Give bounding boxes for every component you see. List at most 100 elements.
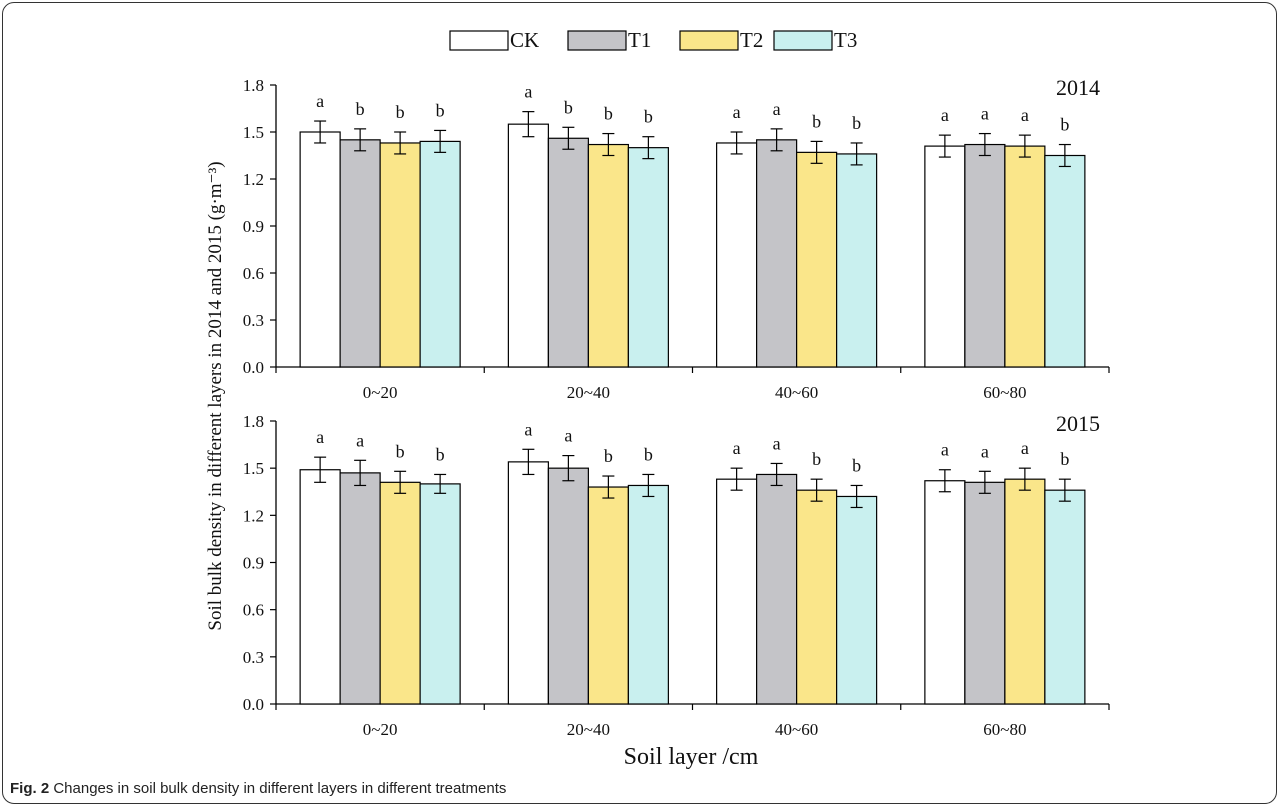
- bar-T2: [587, 143, 629, 368]
- legend-label-T3: T3: [834, 28, 857, 52]
- x-tick-label: 60~80: [983, 720, 1026, 739]
- bar-T1: [547, 467, 589, 705]
- y-tick-label: 0.9: [243, 554, 264, 573]
- bar-T1: [756, 473, 798, 705]
- significance-letter: a: [316, 91, 324, 111]
- significance-letter: b: [436, 444, 445, 464]
- bar-T3: [836, 495, 878, 705]
- significance-letter: b: [564, 97, 573, 117]
- y-tick-label: 1.2: [243, 170, 264, 189]
- x-axis-title: Soil layer /cm: [624, 744, 759, 770]
- significance-letter: b: [436, 100, 445, 120]
- y-axis-title: Soil bulk density in different layers in…: [205, 161, 226, 630]
- bar-T2: [379, 481, 421, 705]
- y-tick-label: 1.2: [243, 506, 264, 525]
- bar-T1: [339, 472, 381, 705]
- bar-CK: [299, 131, 341, 368]
- significance-letter: a: [524, 82, 532, 102]
- significance-letter: b: [812, 111, 821, 131]
- bar-T2: [1004, 145, 1046, 368]
- y-tick-label: 0.3: [243, 648, 264, 667]
- legend-label-CK: CK: [510, 28, 539, 52]
- bar-T1: [339, 139, 381, 368]
- significance-letter: a: [981, 441, 989, 461]
- figure-caption: Fig. 2 Changes in soil bulk density in d…: [10, 780, 506, 797]
- x-tick-label: 0~20: [363, 720, 398, 739]
- significance-letter: a: [316, 427, 324, 447]
- x-tick-label: 60~80: [983, 383, 1026, 402]
- significance-letter: b: [1060, 115, 1069, 135]
- significance-letter: a: [733, 102, 741, 122]
- legend-swatch-T1: [567, 30, 627, 51]
- y-tick-label: 0.9: [243, 217, 264, 236]
- significance-letter: b: [396, 102, 405, 122]
- bar-T2: [796, 489, 838, 705]
- bar-CK: [924, 480, 966, 705]
- legend-swatch-T2: [679, 30, 739, 51]
- significance-letter: b: [356, 99, 365, 119]
- significance-letter: b: [852, 455, 861, 475]
- significance-letter: a: [1021, 438, 1029, 458]
- bar-CK: [716, 478, 758, 705]
- bar-T3: [627, 484, 669, 705]
- bar-T3: [1044, 154, 1086, 368]
- legend-label-T1: T1: [628, 28, 651, 52]
- significance-letter: b: [644, 107, 653, 127]
- y-tick-label: 0.0: [243, 695, 264, 714]
- significance-letter: b: [1060, 449, 1069, 469]
- bar-CK: [507, 461, 549, 705]
- bar-T1: [547, 137, 589, 368]
- bar-T3: [627, 147, 669, 368]
- significance-letter: a: [773, 433, 781, 453]
- significance-letter: b: [604, 446, 613, 466]
- bar-T2: [379, 142, 421, 368]
- bar-T2: [1004, 478, 1046, 705]
- bar-CK: [507, 123, 549, 368]
- y-tick-label: 1.8: [243, 412, 264, 431]
- significance-letter: b: [604, 104, 613, 124]
- y-tick-label: 1.5: [243, 459, 264, 478]
- bar-CK: [299, 469, 341, 705]
- significance-letter: b: [852, 113, 861, 133]
- panel-label-2015: 2015: [1056, 411, 1100, 436]
- x-tick-label: 20~40: [567, 720, 610, 739]
- significance-letter: b: [812, 449, 821, 469]
- y-tick-label: 0.3: [243, 311, 264, 330]
- significance-letter: a: [564, 426, 572, 446]
- bar-CK: [716, 142, 758, 368]
- x-tick-label: 40~60: [775, 720, 818, 739]
- bar-T1: [964, 143, 1006, 368]
- significance-letter: a: [1021, 105, 1029, 125]
- significance-letter: a: [773, 99, 781, 119]
- significance-letter: a: [941, 440, 949, 460]
- bar-CK: [924, 145, 966, 368]
- bar-T1: [964, 481, 1006, 705]
- bar-T3: [419, 483, 461, 705]
- x-tick-label: 40~60: [775, 383, 818, 402]
- x-tick-label: 0~20: [363, 383, 398, 402]
- bar-T1: [756, 139, 798, 368]
- y-tick-label: 0.6: [243, 264, 264, 283]
- y-tick-label: 0.6: [243, 601, 264, 620]
- caption-label: Fig. 2: [10, 780, 50, 797]
- bar-T3: [836, 153, 878, 368]
- bar-T2: [587, 486, 629, 705]
- bar-T2: [796, 151, 838, 368]
- y-tick-label: 1.8: [243, 76, 264, 95]
- legend-label-T2: T2: [740, 28, 763, 52]
- significance-letter: a: [941, 105, 949, 125]
- significance-letter: b: [396, 441, 405, 461]
- significance-letter: a: [356, 430, 364, 450]
- caption-text: Changes in soil bulk density in differen…: [53, 780, 507, 797]
- significance-letter: a: [524, 419, 532, 439]
- bar-T3: [419, 140, 461, 368]
- legend-swatch-CK: [449, 30, 509, 51]
- significance-letter: a: [733, 438, 741, 458]
- x-tick-label: 20~40: [567, 383, 610, 402]
- y-tick-label: 0.0: [243, 358, 264, 377]
- legend-swatch-T3: [773, 30, 833, 51]
- bar-T3: [1044, 489, 1086, 705]
- significance-letter: a: [981, 104, 989, 124]
- panel-label-2014: 2014: [1056, 75, 1100, 100]
